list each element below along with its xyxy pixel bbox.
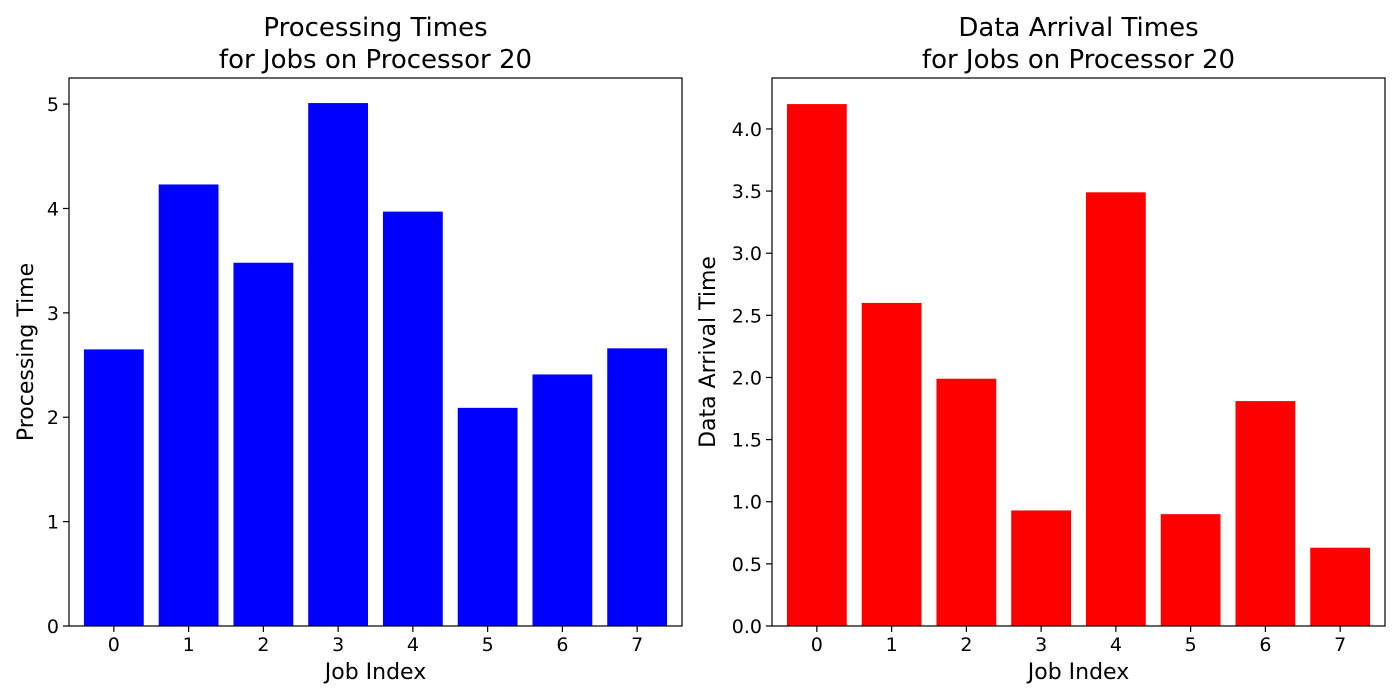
x-tick-label: 2 bbox=[257, 634, 269, 656]
x-tick-label: 5 bbox=[482, 634, 494, 656]
y-tick-label: 3.0 bbox=[732, 243, 762, 265]
y-tick-label: 1.5 bbox=[732, 430, 762, 452]
y-axis-label: Data Arrival Time bbox=[696, 256, 721, 448]
chart-title-line-0: Processing Times bbox=[263, 13, 487, 43]
bar-0 bbox=[83, 349, 144, 626]
bar-6 bbox=[532, 374, 593, 626]
x-tick-label: 1 bbox=[183, 634, 195, 656]
bar-4 bbox=[1085, 192, 1146, 626]
bar-3 bbox=[1011, 510, 1072, 626]
chart-title-line-1: for Jobs on Processor 20 bbox=[922, 45, 1235, 75]
x-tick-label: 1 bbox=[886, 634, 898, 656]
bar-1 bbox=[861, 302, 922, 626]
chart-1: 0 1 2 3 4 5 6 7 0.0 0.5 1.0 1.5 2.0 2.5 3.0 3.5 4.0 Data … bbox=[696, 13, 1386, 685]
y-tick-label: 5 bbox=[47, 94, 59, 116]
y-tick-label: 2.0 bbox=[732, 367, 762, 389]
x-tick-label: 3 bbox=[1035, 634, 1047, 656]
y-tick-label: 3 bbox=[47, 303, 59, 325]
y-tick-label: 1.0 bbox=[732, 492, 762, 514]
y-tick-label: 0.5 bbox=[732, 554, 762, 576]
y-tick-label: 0.0 bbox=[732, 616, 762, 638]
y-axis-label: Processing Time bbox=[14, 263, 39, 441]
bar-5 bbox=[457, 407, 518, 626]
bar-2 bbox=[936, 378, 997, 626]
y-tick-label: 0 bbox=[47, 616, 59, 638]
x-tick-label: 0 bbox=[108, 634, 120, 656]
bar-1 bbox=[158, 184, 219, 626]
y-tick-label: 2 bbox=[47, 407, 59, 429]
chart-title-line-1: for Jobs on Processor 20 bbox=[219, 45, 532, 75]
x-tick-label: 4 bbox=[407, 634, 419, 656]
chart-title-line-0: Data Arrival Times bbox=[958, 13, 1198, 43]
x-tick-label: 7 bbox=[1334, 634, 1346, 656]
x-tick-label: 6 bbox=[556, 634, 568, 656]
bar-6 bbox=[1235, 401, 1296, 626]
bar-2 bbox=[233, 262, 294, 626]
x-tick-label: 4 bbox=[1110, 634, 1122, 656]
bar-4 bbox=[382, 211, 443, 627]
x-tick-label: 2 bbox=[960, 634, 972, 656]
x-tick-label: 0 bbox=[811, 634, 823, 656]
x-axis-label: Job Index bbox=[323, 660, 426, 685]
axes-frame bbox=[68, 77, 683, 627]
bar-0 bbox=[786, 104, 847, 627]
x-axis-label: Job Index bbox=[1026, 660, 1129, 685]
bar-3 bbox=[308, 103, 369, 626]
y-tick-label: 4.0 bbox=[732, 119, 762, 141]
y-tick-label: 1 bbox=[47, 512, 59, 534]
y-tick-label: 4 bbox=[47, 198, 59, 220]
bar-5 bbox=[1160, 514, 1221, 626]
y-tick-label: 3.5 bbox=[732, 181, 762, 203]
x-tick-label: 5 bbox=[1185, 634, 1197, 656]
bar-7 bbox=[607, 348, 668, 626]
y-tick-label: 2.5 bbox=[732, 305, 762, 327]
x-tick-label: 6 bbox=[1259, 634, 1271, 656]
bar-7 bbox=[1310, 547, 1371, 626]
x-tick-label: 3 bbox=[332, 634, 344, 656]
x-tick-label: 7 bbox=[631, 634, 643, 656]
axes-frame bbox=[771, 77, 1386, 627]
